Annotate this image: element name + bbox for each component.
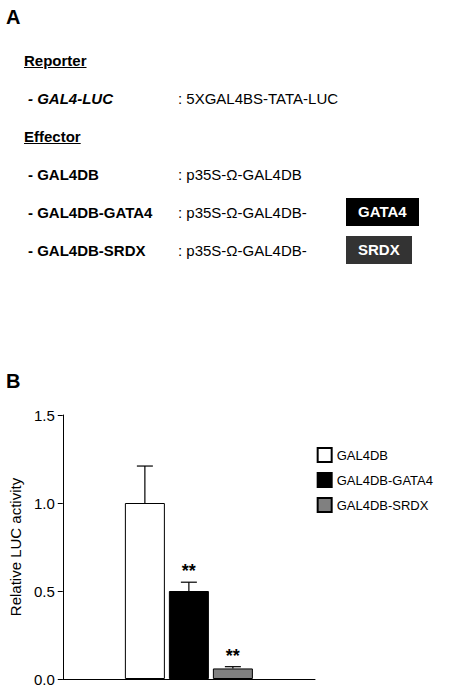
html-text:- GAL4-LUC: - GAL4-LUC <box>28 90 113 107</box>
svg-text:GAL4DB: GAL4DB <box>337 448 388 463</box>
html-text:: 5XGAL4BS-TATA-LUC: : 5XGAL4BS-TATA-LUC <box>178 90 338 107</box>
svg-text:GAL4DB-SRDX: GAL4DB-SRDX <box>337 498 429 513</box>
html-text:Effector: Effector <box>24 128 81 145</box>
html-text:B: B <box>6 370 21 392</box>
html-text:Reporter: Reporter <box>24 52 87 69</box>
svg-text:1.0: 1.0 <box>34 495 55 512</box>
svg-text:0.0: 0.0 <box>34 671 55 687</box>
svg-text:1.5: 1.5 <box>34 407 55 424</box>
html-text:- GAL4DB-GATA4: - GAL4DB-GATA4 <box>28 204 153 221</box>
html-text:- GAL4DB: - GAL4DB <box>28 166 99 183</box>
svg-text:0.5: 0.5 <box>34 583 55 600</box>
html-text:: p35S-Ω-GAL4DB-: : p35S-Ω-GAL4DB- <box>178 242 307 259</box>
svg-text:**: ** <box>182 561 196 581</box>
html-text:A: A <box>6 6 21 28</box>
html-text:GATA4: GATA4 <box>358 203 407 220</box>
svg-text:Relative LUC activity: Relative LUC activity <box>7 477 24 616</box>
svg-text:GAL4DB-GATA4: GAL4DB-GATA4 <box>337 473 433 488</box>
html-text:: p35S-Ω-GAL4DB-: : p35S-Ω-GAL4DB- <box>178 204 307 221</box>
html-text:: p35S-Ω-GAL4DB: : p35S-Ω-GAL4DB <box>178 166 302 183</box>
svg-text:**: ** <box>226 646 240 666</box>
html-text:- GAL4DB-SRDX: - GAL4DB-SRDX <box>28 242 146 259</box>
html-text:SRDX: SRDX <box>358 241 400 258</box>
